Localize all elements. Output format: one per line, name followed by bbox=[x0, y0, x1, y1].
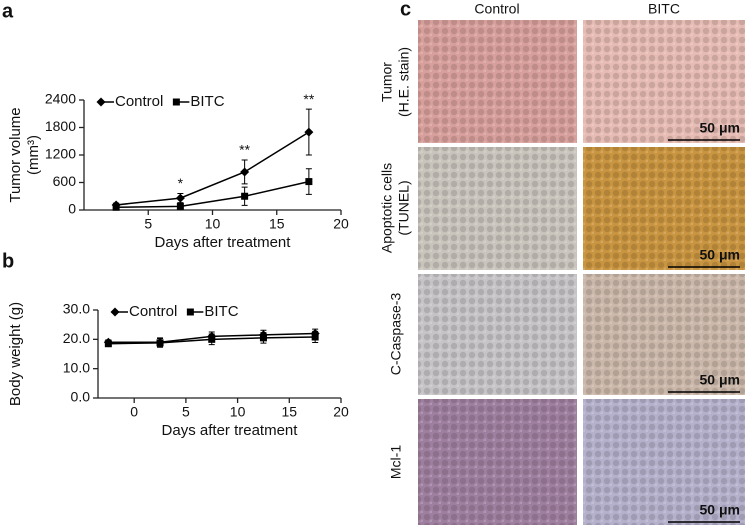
panel-label: c bbox=[400, 0, 411, 20]
significance-mark: * bbox=[178, 175, 184, 191]
marker bbox=[110, 307, 120, 317]
x-tick-label: 0 bbox=[130, 404, 138, 420]
x-tick-label: 15 bbox=[282, 404, 298, 420]
scale-bar-label: 50 μm bbox=[700, 372, 740, 388]
scale-bar-label: 50 μm bbox=[700, 247, 740, 263]
texture bbox=[418, 20, 577, 143]
marker bbox=[96, 97, 106, 107]
x-tick-label: 20 bbox=[333, 216, 349, 232]
column-header: BITC bbox=[648, 1, 680, 17]
y-tick-label: 0.0 bbox=[71, 389, 91, 405]
texture bbox=[583, 274, 745, 395]
texture bbox=[418, 274, 577, 395]
x-tick-label: 10 bbox=[230, 404, 246, 420]
marker bbox=[175, 193, 185, 203]
panel-label: b bbox=[2, 250, 14, 272]
row-label: Apoptotic cells bbox=[379, 163, 395, 253]
y-axis-label: Body weight (g) bbox=[7, 302, 24, 406]
scale-bar-label: 50 μm bbox=[700, 502, 740, 518]
scale-bar-label: 50 μm bbox=[700, 120, 740, 136]
x-tick-label: 10 bbox=[205, 216, 221, 232]
y-tick-label: 30.0 bbox=[63, 301, 90, 317]
panel-label: a bbox=[2, 0, 14, 22]
legend-label: BITC bbox=[204, 303, 238, 320]
marker bbox=[311, 333, 319, 341]
marker bbox=[112, 203, 120, 211]
y-tick-label: 1200 bbox=[45, 146, 76, 162]
marker bbox=[208, 335, 216, 343]
marker bbox=[104, 340, 112, 348]
x-axis-label: Days after treatment bbox=[155, 234, 292, 251]
marker bbox=[241, 192, 249, 200]
y-tick-label: 0 bbox=[68, 201, 76, 217]
y-tick-label: 10.0 bbox=[63, 359, 90, 375]
x-axis-label: Days after treatment bbox=[162, 422, 299, 439]
significance-mark: ** bbox=[303, 91, 314, 107]
y-tick-label: 1800 bbox=[45, 118, 76, 134]
panel-c: c Control BITC Tumor (H.E. stain) Apopto… bbox=[379, 0, 745, 525]
texture bbox=[583, 20, 745, 143]
row-label: Mcl-1 bbox=[388, 445, 404, 479]
texture bbox=[418, 399, 577, 525]
y-axis-label: (mm³) bbox=[25, 135, 42, 175]
texture bbox=[583, 147, 745, 270]
x-tick-label: 15 bbox=[269, 216, 285, 232]
x-tick-label: 5 bbox=[144, 216, 152, 232]
row-label: Tumor bbox=[379, 62, 395, 102]
y-axis-label: Tumor volume bbox=[7, 107, 24, 202]
y-tick-label: 20.0 bbox=[63, 330, 90, 346]
row-label: C-Caspase-3 bbox=[388, 293, 404, 376]
texture bbox=[583, 399, 745, 525]
marker bbox=[240, 167, 250, 177]
marker bbox=[259, 334, 267, 342]
row-label: (H.E. stain) bbox=[396, 47, 412, 117]
y-tick-label: 2400 bbox=[45, 91, 76, 107]
marker bbox=[305, 178, 313, 186]
marker bbox=[156, 339, 164, 347]
series-line bbox=[116, 131, 310, 206]
y-tick-label: 600 bbox=[53, 173, 77, 189]
legend-label: BITC bbox=[190, 93, 224, 110]
column-header: Control bbox=[474, 1, 519, 17]
significance-mark: ** bbox=[239, 142, 250, 158]
x-tick-label: 20 bbox=[333, 404, 349, 420]
legend-label: Control bbox=[115, 93, 163, 110]
marker bbox=[304, 127, 314, 137]
marker bbox=[172, 98, 180, 106]
texture bbox=[418, 147, 577, 270]
legend-label: Control bbox=[129, 303, 177, 320]
marker bbox=[186, 308, 194, 316]
x-tick-label: 5 bbox=[182, 404, 190, 420]
marker bbox=[176, 202, 184, 210]
row-label: (TUNEL) bbox=[396, 180, 412, 235]
series-line bbox=[116, 180, 310, 208]
